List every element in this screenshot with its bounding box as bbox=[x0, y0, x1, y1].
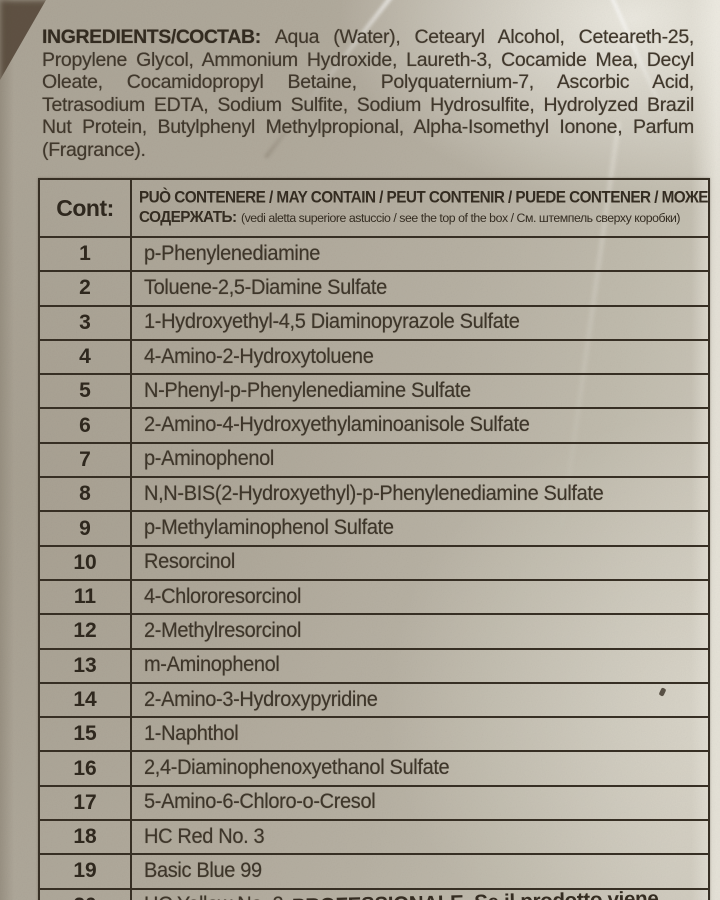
row-ingredient-name: m-Aminophenol bbox=[144, 653, 280, 677]
row-ingredient-name: Basic Blue 99 bbox=[144, 859, 262, 883]
table-row: 8 N,N-BIS(2-Hydroxyethyl)-p-Phenylenediam… bbox=[40, 476, 708, 511]
row-ingredient-name: 1-Hydroxyethyl-4,5 Diaminopyrazole Sulfa… bbox=[144, 310, 520, 334]
row-ingredient-name: 2-Methylresorcinol bbox=[144, 619, 302, 643]
ingredients-label: INGREDIENTS/СОСТАВ: bbox=[42, 26, 261, 48]
row-number: 5 bbox=[40, 375, 132, 408]
header-line1: PUÒ CONTENERE / MAY CONTAIN / PEUT CONTE… bbox=[139, 188, 708, 207]
row-ingredient-cell: Resorcinol bbox=[132, 547, 708, 579]
row-ingredient-cell: Toluene-2,5-Diamine Sulfate bbox=[132, 272, 708, 304]
row-number: 16 bbox=[40, 752, 132, 785]
row-number: 2 bbox=[40, 272, 132, 305]
table-row: 19 Basic Blue 99 bbox=[40, 853, 708, 888]
table-row: 16 2,4-Diaminophenoxyethanol Sulfate bbox=[40, 750, 708, 785]
row-ingredient-name: Resorcinol bbox=[144, 550, 235, 574]
row-number: 8 bbox=[40, 478, 132, 511]
row-ingredient-name: 1-Naphthol bbox=[144, 722, 239, 746]
row-ingredient-cell: 5-Amino-6-Chloro-o-Cresol bbox=[132, 787, 708, 819]
row-ingredient-cell: 1-Hydroxyethyl-4,5 Diaminopyrazole Sulfa… bbox=[132, 307, 708, 339]
row-ingredient-name: HC Red No. 3 bbox=[144, 825, 265, 849]
table-row: 9 p-Methylaminophenol Sulfate bbox=[40, 510, 708, 545]
header-line2: СОДЕРЖАТЬ: (vedi aletta superiore astucc… bbox=[132, 209, 708, 227]
row-ingredient-cell: N,N-BIS(2-Hydroxyethyl)-p-Phenylenediami… bbox=[132, 478, 708, 510]
table-row: 18 HC Red No. 3 bbox=[40, 819, 708, 854]
table-row: 2 Toluene-2,5-Diamine Sulfate bbox=[40, 270, 708, 305]
row-number: 14 bbox=[40, 683, 132, 717]
row-number: 10 bbox=[40, 546, 132, 579]
table-row: 4 4-Amino-2-Hydroxytoluene bbox=[40, 338, 708, 374]
row-number: 1 bbox=[40, 238, 132, 271]
row-number: 6 bbox=[40, 409, 132, 442]
row-ingredient-cell: 2-Methylresorcinol bbox=[132, 615, 708, 647]
row-number: 7 bbox=[40, 443, 132, 477]
header-cont-cell: Cont: bbox=[40, 180, 132, 236]
table-row: 7 p-Aminophenol bbox=[40, 441, 708, 477]
row-ingredient-name: p-Phenylenediamine bbox=[144, 242, 321, 266]
table-row: 3 1-Hydroxyethyl-4,5 Diaminopyrazole Sulf… bbox=[40, 304, 708, 339]
row-number: 20 bbox=[40, 889, 132, 900]
table-row: 11 4-Chlororesorcinol bbox=[40, 578, 708, 614]
row-ingredient-cell: 2-Amino-3-Hydroxypyridine bbox=[132, 684, 708, 716]
header-maycontain-cell: PUÒ CONTENERE / MAY CONTAIN / PEUT CONTE… bbox=[132, 180, 708, 236]
row-ingredient-cell: p-Aminophenol bbox=[132, 444, 708, 476]
row-number: 9 bbox=[40, 512, 132, 545]
row-ingredient-cell: 1-Naphthol bbox=[132, 718, 708, 750]
row-ingredient-cell: N-Phenyl-p-Phenylenediamine Sulfate bbox=[132, 375, 708, 407]
table-row: 14 2-Amino-3-Hydroxypyridine bbox=[40, 681, 708, 717]
table-row: 15 1-Naphthol bbox=[40, 716, 708, 751]
row-number: 3 bbox=[40, 306, 132, 339]
table-body: 1 p-Phenylenediamine 2 Toluene-2,5-Diamine … bbox=[40, 236, 708, 900]
row-ingredient-cell: Basic Blue 99 bbox=[132, 855, 708, 887]
row-ingredient-name: 4-Chlororesorcinol bbox=[144, 585, 302, 609]
may-contain-table: Cont: PUÒ CONTENERE / MAY CONTAIN / PEUT… bbox=[38, 178, 710, 900]
row-ingredient-cell: m-Aminophenol bbox=[132, 650, 708, 682]
row-number: 11 bbox=[40, 580, 132, 614]
ingredients-paragraph: INGREDIENTS/СОСТАВ: Aqua (Water), Cetear… bbox=[42, 26, 694, 162]
row-number: 18 bbox=[40, 821, 132, 854]
table-header-row: Cont: PUÒ CONTENERE / MAY CONTAIN / PEUT… bbox=[40, 180, 708, 236]
table-row: 17 5-Amino-6-Chloro-o-Cresol bbox=[40, 784, 708, 820]
row-ingredient-name: p-Aminophenol bbox=[144, 447, 274, 471]
row-ingredient-cell: p-Methylaminophenol Sulfate bbox=[132, 512, 708, 544]
row-ingredient-name: N-Phenyl-p-Phenylenediamine Sulfate bbox=[144, 379, 471, 403]
table-row: 1 p-Phenylenediamine bbox=[40, 236, 708, 271]
table-row: 12 2-Methylresorcinol bbox=[40, 613, 708, 648]
row-ingredient-cell: p-Phenylenediamine bbox=[132, 238, 708, 270]
table-row: 13 m-Aminophenol bbox=[40, 647, 708, 682]
row-ingredient-name: 5-Amino-6-Chloro-o-Cresol bbox=[144, 790, 376, 814]
row-ingredient-cell: 4-Chlororesorcinol bbox=[132, 581, 708, 613]
row-ingredient-name: 2-Amino-3-Hydroxypyridine bbox=[144, 688, 378, 711]
row-ingredient-cell: 2,4-Diaminophenoxyethanol Sulfate bbox=[132, 752, 708, 784]
row-number: 15 bbox=[40, 718, 132, 751]
row-ingredient-name: 2-Amino-4-Hydroxyethylaminoanisole Sulfa… bbox=[144, 413, 530, 437]
row-number: 4 bbox=[40, 340, 132, 374]
row-ingredient-cell: HC Red No. 3 bbox=[132, 821, 708, 853]
row-number: 19 bbox=[40, 855, 132, 888]
row-ingredient-name: 4-Amino-2-Hydroxytoluene bbox=[144, 345, 374, 368]
row-ingredient-name: N,N-BIS(2-Hydroxyethyl)-p-Phenylenediami… bbox=[144, 482, 604, 506]
row-number: 12 bbox=[40, 615, 132, 648]
row-number: 13 bbox=[40, 649, 132, 682]
table-row: 6 2-Amino-4-Hydroxyethylaminoanisole Sulf… bbox=[40, 407, 708, 442]
row-number: 17 bbox=[40, 786, 132, 820]
header-line2-bold: СОДЕРЖАТЬ: bbox=[139, 209, 237, 226]
header-line2-note: (vedi aletta superiore astuccio / see th… bbox=[240, 211, 681, 225]
row-ingredient-cell: 4-Amino-2-Hydroxytoluene bbox=[132, 341, 708, 373]
table-row: 5 N-Phenyl-p-Phenylenediamine Sulfate bbox=[40, 373, 708, 408]
row-ingredient-cell: 2-Amino-4-Hydroxyethylaminoanisole Sulfa… bbox=[132, 409, 708, 441]
row-ingredient-name: Toluene-2,5-Diamine Sulfate bbox=[144, 276, 387, 300]
row-ingredient-name: p-Methylaminophenol Sulfate bbox=[144, 516, 394, 540]
row-ingredient-name: 2,4-Diaminophenoxyethanol Sulfate bbox=[144, 756, 450, 780]
table-row: 10 Resorcinol bbox=[40, 544, 708, 579]
